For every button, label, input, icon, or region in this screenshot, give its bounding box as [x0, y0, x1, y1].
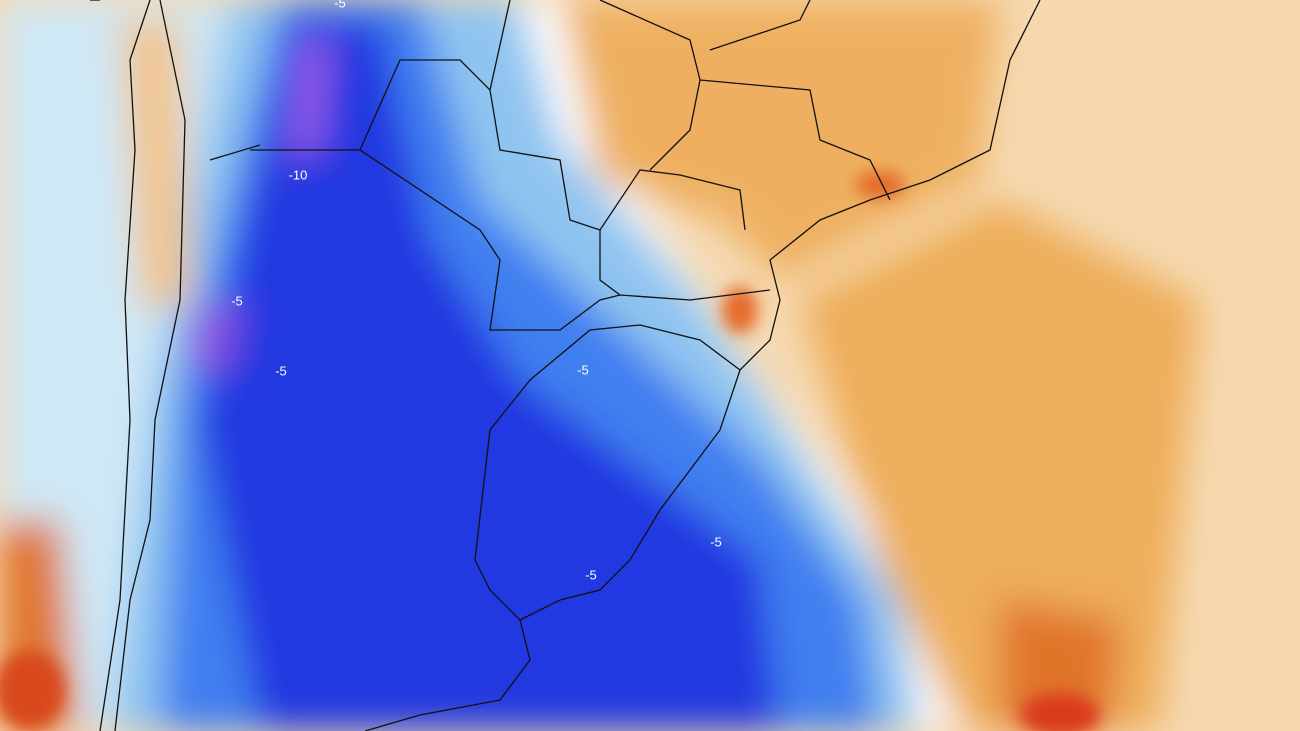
borders	[90, 0, 1041, 731]
contour-label: -5	[334, 0, 346, 10]
contour-label: -5	[577, 362, 589, 377]
contour-label: -5	[710, 534, 722, 549]
contour-label: -5	[231, 293, 243, 308]
contour-label: -5	[585, 567, 597, 582]
contour-label: -10	[289, 167, 308, 182]
contour-label: -5	[275, 363, 287, 378]
contour-labels: -5 -10 -5 -5 -5 -5 -5	[231, 0, 722, 582]
